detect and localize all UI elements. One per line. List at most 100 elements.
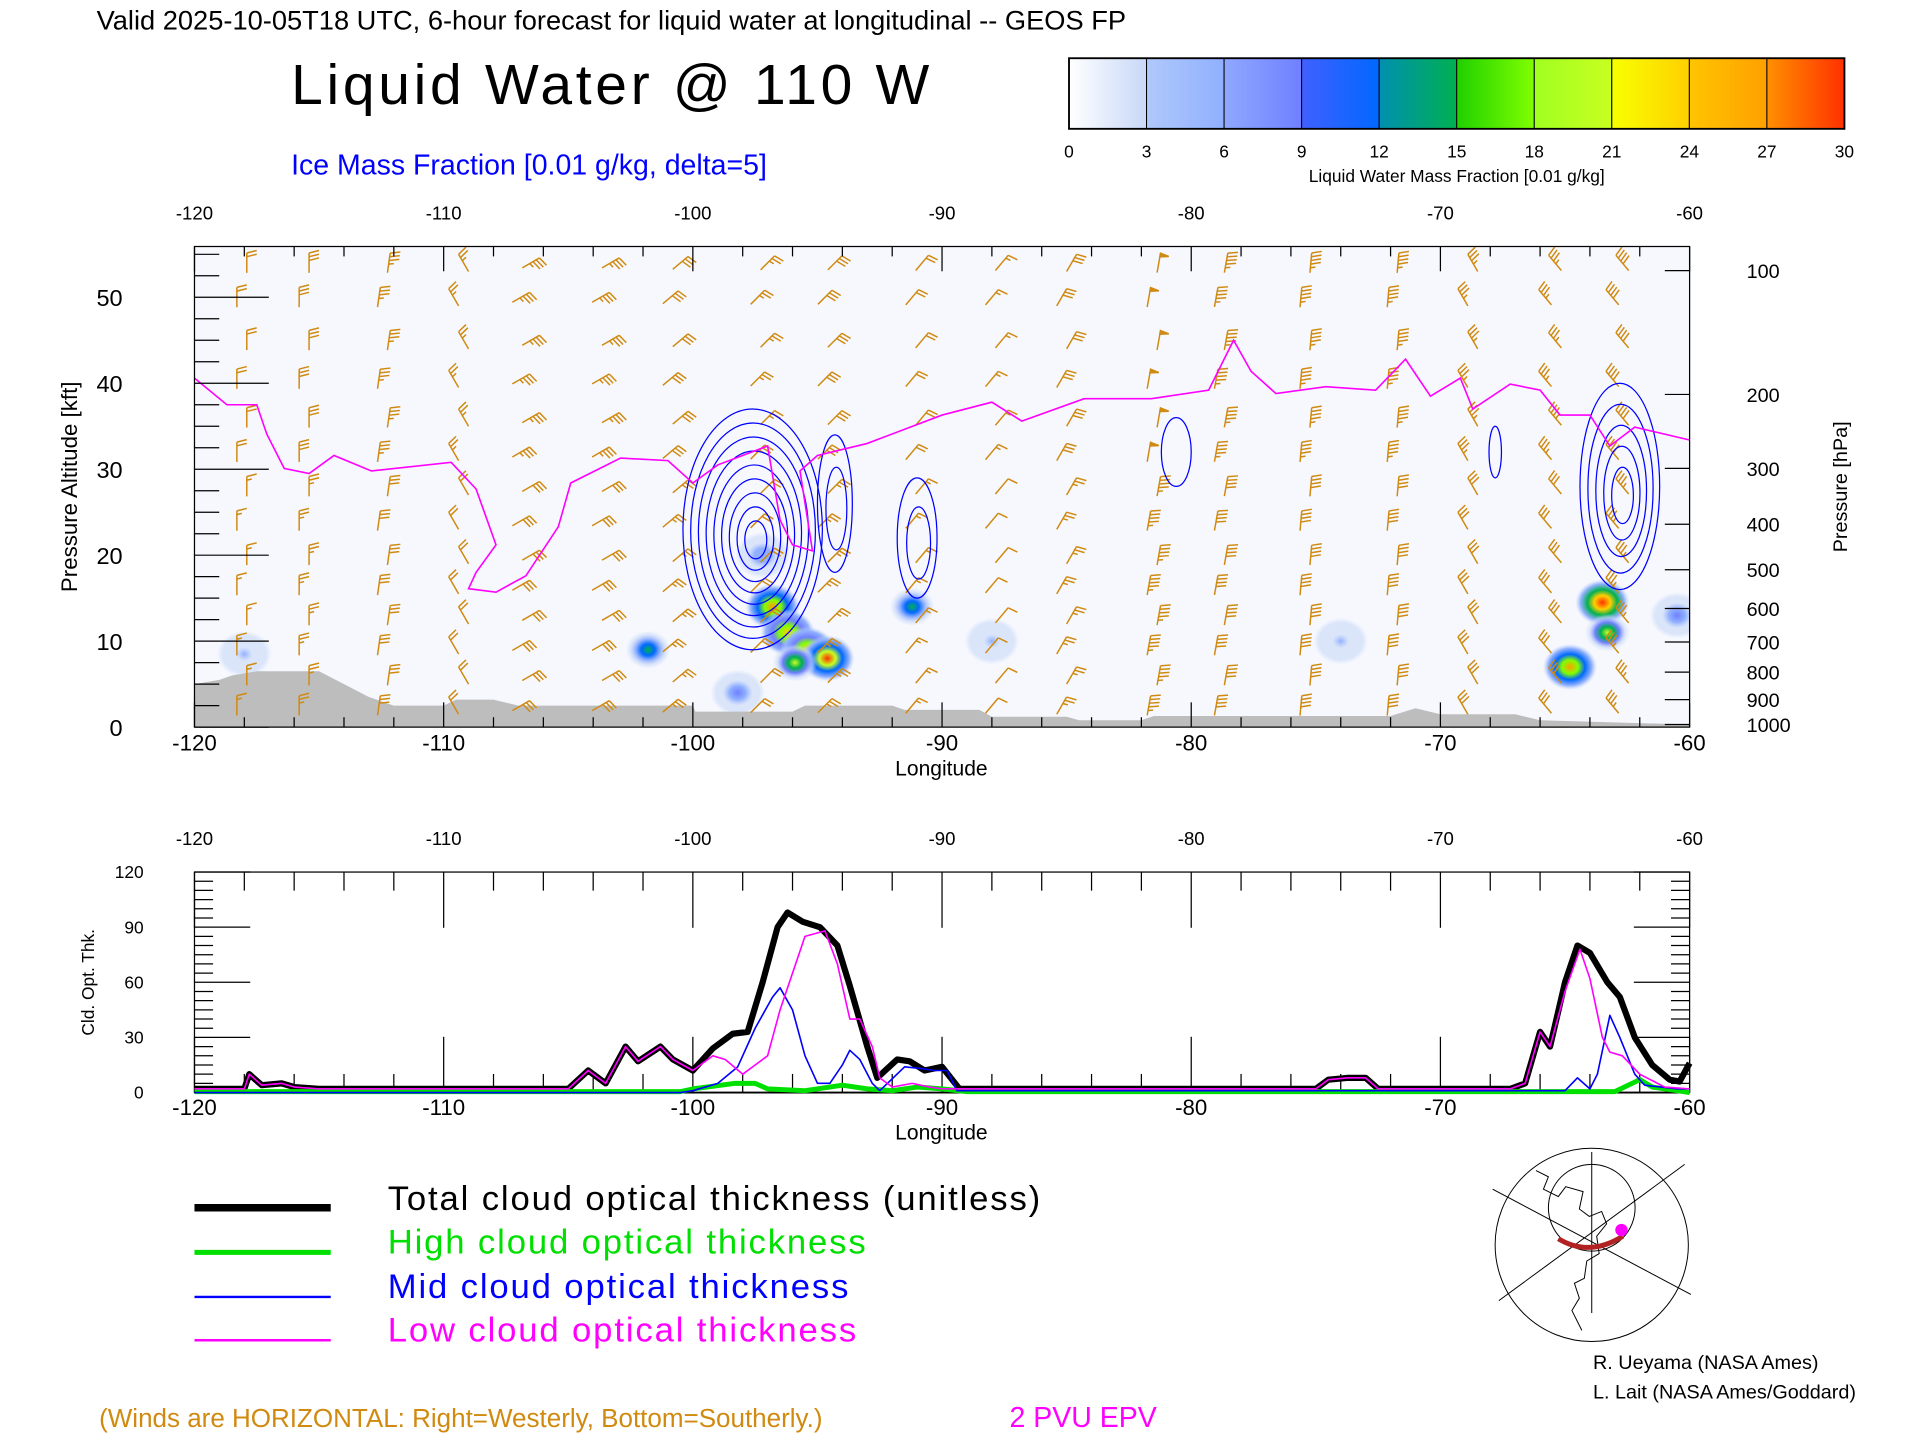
wind-barb-full bbox=[308, 330, 320, 335]
wind-barb-full bbox=[535, 259, 544, 268]
wind-barb-full bbox=[1310, 261, 1321, 265]
wind-barb-full bbox=[1301, 697, 1312, 701]
wind-barb bbox=[915, 667, 938, 684]
wind-barb-full bbox=[1471, 605, 1480, 614]
wind-barb-half bbox=[995, 291, 1001, 296]
wind-barb-staff bbox=[984, 577, 999, 594]
wind-barb-full bbox=[1467, 659, 1476, 668]
wind-barb-half bbox=[378, 297, 384, 300]
wind-barb bbox=[1065, 477, 1087, 496]
colorbar-tick-label: 27 bbox=[1757, 141, 1776, 161]
wind-barb-full bbox=[1457, 689, 1466, 698]
wind-barb-full bbox=[761, 580, 772, 587]
wind-barb-half bbox=[1555, 414, 1560, 420]
wind-barb-full bbox=[458, 538, 467, 548]
wind-barb-full bbox=[1388, 576, 1399, 580]
wind-barb-full bbox=[1388, 439, 1400, 443]
wind-barb-full bbox=[831, 637, 842, 645]
wind-barb-full bbox=[1310, 610, 1322, 614]
wind-barb-half bbox=[1472, 259, 1478, 265]
wind-barb-full bbox=[1076, 606, 1087, 611]
wind-barb bbox=[1396, 250, 1410, 273]
wind-barb-half bbox=[1147, 649, 1154, 652]
wind-barb-full bbox=[1457, 362, 1466, 371]
wind-barb-full bbox=[525, 581, 534, 591]
wind-barb-full bbox=[838, 412, 849, 420]
wind-barb-full bbox=[1311, 546, 1322, 550]
wind-barb-full bbox=[1226, 482, 1237, 485]
wind-barb bbox=[915, 409, 938, 426]
wind-barb bbox=[1223, 329, 1239, 351]
wind-barb bbox=[994, 607, 1018, 624]
wind-barb-half bbox=[1462, 375, 1468, 381]
colorbar-tick-label: 24 bbox=[1680, 141, 1700, 161]
wind-barb-full bbox=[1398, 610, 1409, 614]
wind-barb-half bbox=[1005, 257, 1011, 262]
wind-barb-full bbox=[1617, 662, 1625, 672]
liquid-water-maximum bbox=[1575, 579, 1630, 626]
wind-barb-half bbox=[1225, 344, 1231, 346]
wind-barb-full bbox=[1311, 603, 1322, 607]
wind-barb-full bbox=[1225, 417, 1237, 420]
wind-barb-half bbox=[681, 484, 687, 489]
liquid-water-maximum bbox=[710, 669, 765, 716]
wind-barb-half bbox=[1612, 581, 1617, 587]
wind-barb-full bbox=[1148, 705, 1159, 708]
wind-barb-full bbox=[1311, 328, 1322, 332]
wind-barb-full bbox=[298, 365, 310, 370]
wind-barb-half bbox=[925, 609, 931, 614]
wind-barb-full bbox=[1301, 443, 1312, 447]
wind-barb-half bbox=[236, 697, 243, 701]
wind-barb bbox=[448, 504, 460, 530]
valid-line: Valid 2025-10-05T18 UTC, 6-hour forecast… bbox=[97, 5, 1126, 36]
wind-barb-full bbox=[831, 513, 842, 520]
wind-barb-full bbox=[1226, 259, 1237, 262]
wind-barb-full bbox=[681, 338, 691, 346]
wind-barb-full bbox=[608, 515, 617, 524]
wind-barb bbox=[601, 412, 627, 425]
wind-barb bbox=[1467, 246, 1480, 272]
wind-barb-full bbox=[1062, 449, 1073, 454]
wind-barb bbox=[1386, 439, 1400, 462]
wind-barb-full bbox=[1548, 470, 1556, 480]
wind-barb-full bbox=[828, 373, 839, 381]
top-x-tick-label: -120 bbox=[176, 828, 213, 849]
wind-barb-full bbox=[677, 445, 687, 453]
wind-barb-full bbox=[618, 609, 627, 619]
wind-barb-full bbox=[1552, 664, 1561, 675]
wind-barb-full bbox=[1076, 253, 1087, 258]
wind-barb-full bbox=[1461, 442, 1470, 451]
wind-barb-full bbox=[1610, 368, 1618, 378]
wind-barb-half bbox=[671, 643, 677, 648]
wind-barb-half bbox=[298, 641, 305, 644]
wind-barb-full bbox=[450, 365, 459, 375]
wind-barb bbox=[817, 289, 842, 305]
wind-barb-full bbox=[390, 474, 401, 478]
wind-barb-full bbox=[602, 583, 611, 592]
wind-barb bbox=[1396, 542, 1410, 566]
wind-barb-full bbox=[687, 410, 697, 418]
wind-barb bbox=[1457, 504, 1470, 530]
wind-barb-full bbox=[1388, 640, 1399, 644]
wind-barb bbox=[448, 281, 460, 307]
wind-barb-full bbox=[308, 602, 320, 607]
wind-barb-full bbox=[448, 569, 457, 578]
wind-barb-full bbox=[298, 572, 310, 577]
wind-barb-full bbox=[1617, 326, 1625, 336]
wind-barb-half bbox=[236, 577, 243, 580]
wind-barb-full bbox=[1311, 474, 1322, 478]
wind-barb bbox=[298, 692, 310, 716]
wind-barb-full bbox=[1160, 664, 1171, 667]
wind-barb-full bbox=[1398, 546, 1409, 550]
y-tick-label: 30 bbox=[96, 457, 122, 483]
wind-barb bbox=[298, 365, 310, 389]
wind-barb-full bbox=[761, 292, 772, 299]
wind-barb-full bbox=[380, 285, 391, 289]
wind-barb-full bbox=[1538, 435, 1546, 445]
wind-barb-full bbox=[608, 291, 617, 301]
colorbar-tick-label: 9 bbox=[1297, 141, 1307, 161]
wind-barb-full bbox=[538, 334, 548, 344]
wind-barb bbox=[1146, 694, 1161, 716]
wind-barb-full bbox=[1159, 551, 1170, 554]
wind-barb-full bbox=[1387, 450, 1399, 454]
